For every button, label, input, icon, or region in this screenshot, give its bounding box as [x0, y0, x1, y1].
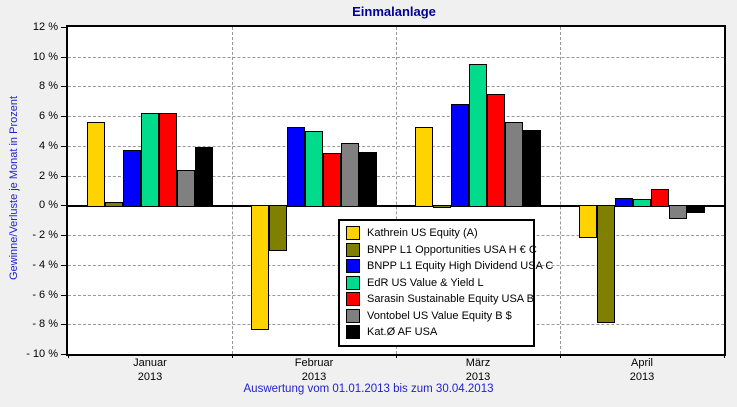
legend-swatch [346, 226, 360, 241]
legend: Kathrein US Equity (A) BNPP L1 Opportunit… [338, 219, 553, 347]
y-tick-label: 2 % [39, 169, 58, 182]
y-tick-label: 8 % [39, 80, 58, 93]
legend-label: Kat.Ø AF USA [367, 326, 438, 339]
bar [123, 150, 141, 208]
bar [269, 205, 287, 252]
legend-swatch [346, 242, 360, 257]
legend-item: EdR US Value & Yield L [346, 275, 527, 292]
y-tick-label: 4 % [39, 139, 58, 152]
y-tick-mark [61, 56, 66, 58]
y-tick-mark [61, 235, 66, 237]
footer-caption: Auswertung vom 01.01.2013 bis zum 30.04.… [243, 383, 494, 395]
legend-item: BNPP L1 Equity High Dividend USA C [346, 258, 553, 275]
y-tick-label: - 4 % [32, 258, 58, 271]
vertical-gridline [396, 27, 397, 354]
legend-label: EdR US Value & Yield L [367, 276, 484, 289]
legend-label: BNPP L1 Opportunities USA H € C [367, 243, 537, 256]
bar [615, 197, 633, 208]
y-tick-mark [61, 175, 66, 177]
bar [341, 142, 359, 208]
y-tick-label: 10 % [32, 50, 58, 63]
legend-swatch [346, 308, 360, 323]
bar [251, 205, 269, 331]
bar [579, 205, 597, 239]
plot-area: Kathrein US Equity (A) BNPP L1 Opportunit… [66, 25, 726, 356]
legend-swatch [346, 325, 360, 340]
bar [359, 151, 377, 208]
x-tick-label-year: 2013 [465, 371, 491, 383]
chart-title: Einmalanlage [352, 4, 436, 19]
legend-item: Vontobel US Value Equity B $ [346, 308, 527, 325]
y-tick-label: - 10 % [26, 348, 58, 360]
bar [177, 169, 195, 208]
bar [415, 126, 433, 208]
y-tick-label: 6 % [39, 110, 58, 123]
bar [323, 153, 341, 208]
legend-label: BNPP L1 Equity High Dividend USA C [367, 260, 554, 273]
y-tick-mark [61, 27, 66, 28]
x-tick-label-month: April [630, 357, 653, 369]
bar [487, 93, 505, 208]
legend-item: Kathrein US Equity (A) [346, 225, 527, 242]
legend-swatch [346, 292, 360, 307]
y-tick-label: - 8 % [32, 318, 58, 331]
x-tick-label-month: Februar [294, 357, 334, 369]
bar [505, 122, 523, 208]
bar [651, 189, 669, 208]
x-tick-label-year: 2013 [301, 371, 327, 383]
x-tick-mark [68, 354, 69, 358]
legend-label: Sarasin Sustainable Equity USA B [367, 293, 534, 306]
legend-swatch [346, 275, 360, 290]
y-tick-mark [61, 324, 66, 326]
bar [159, 113, 177, 208]
bar [105, 202, 123, 208]
bar [305, 131, 323, 208]
bar [433, 205, 451, 209]
x-tick-label-year: 2013 [629, 371, 655, 383]
bar [287, 126, 305, 208]
bar [633, 199, 651, 208]
bar [669, 205, 687, 219]
legend-item: Sarasin Sustainable Equity USA B [346, 291, 534, 308]
vertical-gridline [560, 27, 561, 354]
legend-label: Kathrein US Equity (A) [367, 227, 478, 240]
bar [469, 64, 487, 208]
bar [523, 129, 541, 208]
y-tick-label: - 6 % [32, 288, 58, 301]
y-tick-label: 12 % [32, 21, 58, 33]
x-tick-label-month: März [465, 357, 491, 369]
y-axis-title: Gewinne/Verluste je Monat in Prozent [8, 95, 20, 281]
vertical-gridline [232, 27, 233, 354]
x-tick-mark [560, 354, 561, 358]
y-tick-mark [61, 294, 66, 296]
y-tick-mark [61, 264, 66, 266]
bar [141, 113, 159, 208]
x-tick-label-year: 2013 [137, 371, 163, 383]
x-tick-mark [396, 354, 397, 358]
y-tick-label: 0 % [39, 199, 58, 212]
x-tick-label-month: Januar [133, 357, 167, 369]
x-tick-mark [232, 354, 233, 358]
y-tick-mark [61, 205, 66, 207]
zero-axis-line [68, 205, 724, 208]
y-tick-mark [61, 145, 66, 147]
legend-label: Vontobel US Value Equity B $ [367, 309, 512, 322]
bar [451, 104, 469, 208]
y-tick-mark [61, 116, 66, 118]
bar [597, 205, 615, 323]
bar [687, 205, 705, 213]
x-tick-mark [724, 354, 725, 358]
y-tick-mark [61, 86, 66, 88]
y-tick-mark [61, 354, 66, 355]
legend-item: BNPP L1 Opportunities USA H € C [346, 242, 537, 259]
legend-item: Kat.Ø AF USA [346, 324, 527, 341]
bar [195, 147, 213, 208]
bar [87, 122, 105, 208]
y-tick-label: - 2 % [32, 229, 58, 242]
legend-swatch [346, 259, 360, 274]
